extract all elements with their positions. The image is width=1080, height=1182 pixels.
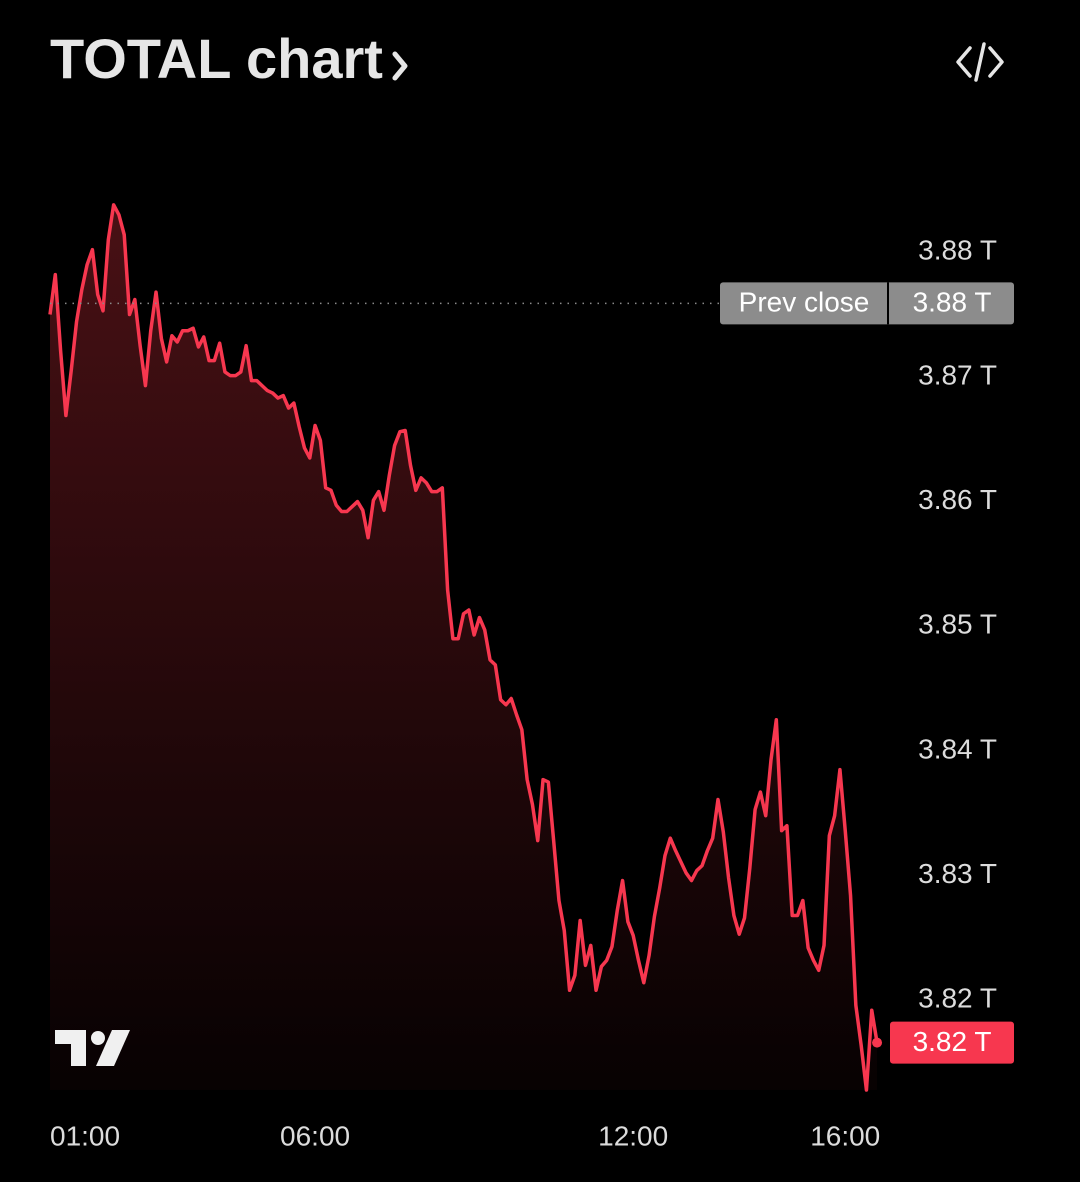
last-price-label: 3.82 T	[913, 1026, 992, 1057]
area-fill	[50, 204, 878, 1090]
prev-close-box	[720, 282, 1014, 325]
y-tick-label: 3.82 T	[918, 983, 997, 1014]
x-tick-label: 01:00	[50, 1120, 120, 1151]
plot-area: 3.82 T 3.83 T 3.84 T 3.85 T 3.86 T 3.87 T 3.88…	[48, 203, 1014, 1151]
logo-part	[55, 1030, 86, 1066]
embed-icon-right	[988, 46, 1004, 78]
embed-icon-left	[956, 46, 972, 78]
y-tick-label: 3.83 T	[918, 858, 997, 889]
last-price-box	[890, 1021, 1014, 1064]
logo-part	[96, 1030, 130, 1066]
chart-title[interactable]: TOTAL chart	[50, 27, 383, 90]
y-tick-label: 3.87 T	[918, 359, 997, 390]
x-tick-label: 06:00	[280, 1120, 350, 1151]
price-line	[48, 203, 879, 1092]
y-tick-label: 3.88 T	[918, 235, 997, 266]
prev-close-name: Prev close	[739, 287, 870, 318]
embed-icon[interactable]	[956, 42, 1004, 82]
embed-icon-slash	[974, 42, 986, 82]
y-tick-label: 3.84 T	[918, 733, 997, 764]
y-tick-label: 3.85 T	[918, 609, 997, 640]
last-point	[872, 1037, 883, 1048]
prev-close-label: 3.88 T	[913, 287, 992, 318]
y-tick-label: 3.86 T	[918, 484, 997, 515]
logo-part	[91, 1031, 105, 1045]
x-tick-label: 12:00	[598, 1120, 668, 1151]
x-tick-label: 16:00	[810, 1120, 880, 1151]
title-chevron	[392, 51, 408, 81]
tradingview-logo	[55, 1030, 130, 1066]
